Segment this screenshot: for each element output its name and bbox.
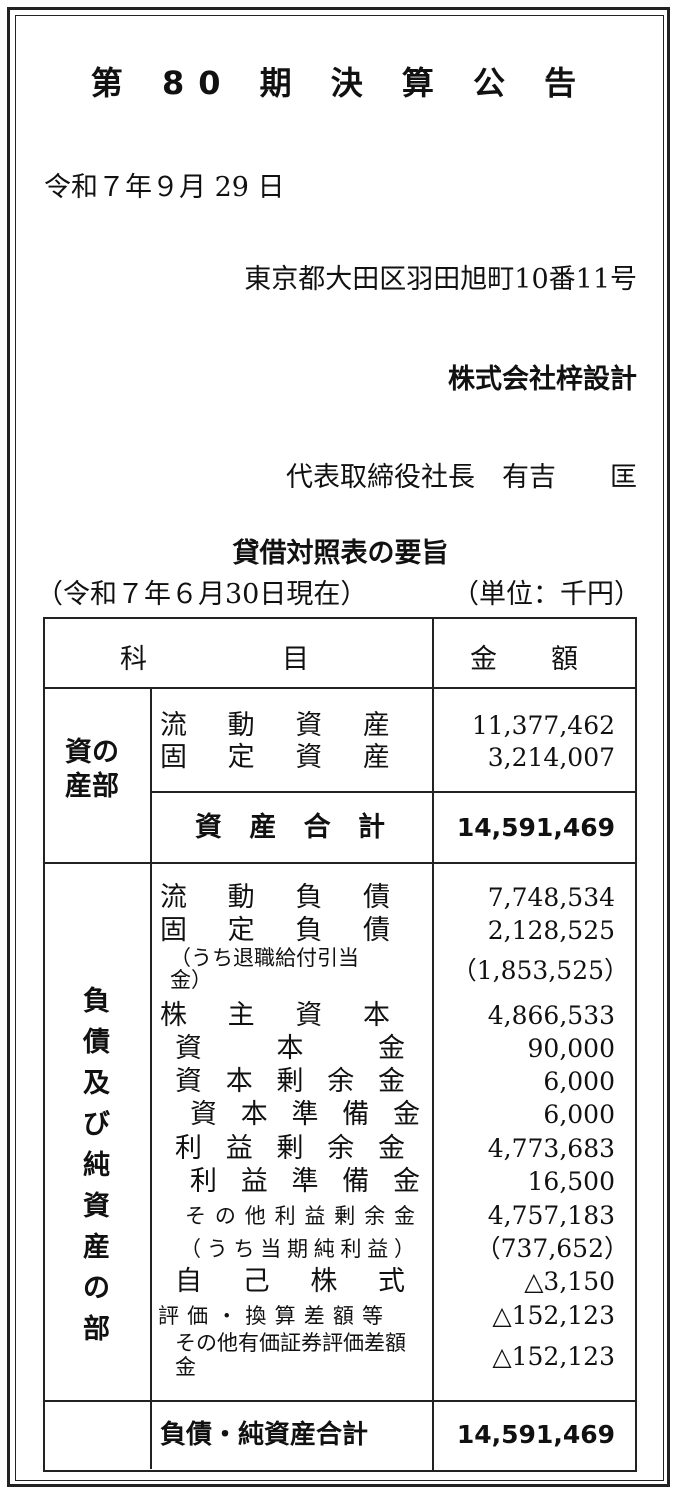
balance-sheet-table: 科 目 金 額 資の 産部 流動資産 11,377,462 固定資産 3,214… — [43, 617, 637, 1472]
row-label: 流動負債 — [160, 882, 390, 913]
row-label: その他有価証券評価差額金 — [175, 1331, 406, 1379]
assets-total-label: 資産合計 — [195, 812, 385, 843]
row-label: 資本準備金 — [190, 1099, 420, 1130]
divider — [45, 1400, 635, 1402]
row-amount: △152,123 — [492, 1301, 615, 1330]
row-amount: 90,000 — [527, 1034, 615, 1063]
notice-title: 第 80 期 決 算 公 告 — [90, 64, 591, 102]
assets-total-amount: 14,591,469 — [456, 813, 615, 842]
row-label: 資本剰余金 — [175, 1066, 405, 1097]
row-amount: 4,757,183 — [487, 1201, 615, 1230]
as-of-date: （令和７年６月30日現在） — [36, 579, 368, 610]
row-amount: （737,652） — [475, 1234, 629, 1263]
summary-title: 貸借対照表の要旨 — [232, 538, 449, 569]
header-item: 科 目 — [120, 644, 309, 675]
assets-section-label: 資の 産部 — [65, 736, 119, 804]
divider — [150, 791, 635, 793]
assets-label-line1: 資の — [65, 737, 119, 768]
divider — [45, 862, 635, 864]
row-amount: 6,000 — [543, 1067, 615, 1096]
row-amount: 11,377,462 — [471, 711, 615, 740]
row-label: 資本金 — [175, 1033, 405, 1064]
row-amount: 6,000 — [543, 1100, 615, 1129]
row-label: （うち当期純利益） — [180, 1237, 415, 1261]
row-label: 流動資産 — [160, 710, 390, 741]
row-amount: 2,128,525 — [487, 916, 615, 945]
row-amount: 16,500 — [527, 1167, 615, 1196]
liabilities-section-label: 負債及び純資産の部 — [83, 986, 110, 1345]
row-label: 固定負債 — [160, 915, 390, 946]
row-amount: △3,150 — [524, 1267, 615, 1296]
row-label: その他利益剰余金 — [185, 1204, 415, 1228]
row-amount: 3,214,007 — [487, 743, 615, 772]
row-amount: 7,748,534 — [487, 883, 615, 912]
row-label: 固定資産 — [160, 742, 390, 773]
header-amount: 金 額 — [470, 644, 578, 675]
divider — [432, 619, 434, 1470]
divider — [150, 687, 152, 1469]
representative: 代表取締役社長 有吉 匡 — [286, 462, 637, 493]
row-label: 株主資本 — [160, 1000, 390, 1031]
row-label: 利益剰余金 — [175, 1133, 405, 1164]
row-amount: 4,773,683 — [487, 1134, 615, 1163]
row-label: 利益準備金 — [190, 1166, 420, 1197]
row-amount: （1,853,525） — [451, 956, 629, 985]
company-name: 株式会社梓設計 — [448, 364, 637, 395]
divider — [45, 687, 635, 689]
outer-border — [7, 7, 670, 1487]
inner-border — [15, 15, 664, 1481]
row-amount: 4,866,533 — [487, 1001, 615, 1030]
row-label: （うち退職給付引当金） — [170, 946, 359, 992]
row-label: 自己株式 — [175, 1266, 405, 1297]
notice-date: 令和７年９月 29 日 — [44, 172, 285, 203]
row-amount: △152,123 — [492, 1342, 615, 1371]
assets-label-line2: 産部 — [65, 771, 119, 802]
liabilities-total-label: 負債・純資産合計 — [160, 1420, 369, 1450]
liabilities-total-amount: 14,591,469 — [456, 1420, 615, 1449]
row-label: 評価・換算差額等 — [158, 1304, 383, 1328]
unit-label: （単位：千円） — [452, 579, 641, 610]
company-address: 東京都大田区羽田旭町10番11号 — [244, 264, 637, 295]
